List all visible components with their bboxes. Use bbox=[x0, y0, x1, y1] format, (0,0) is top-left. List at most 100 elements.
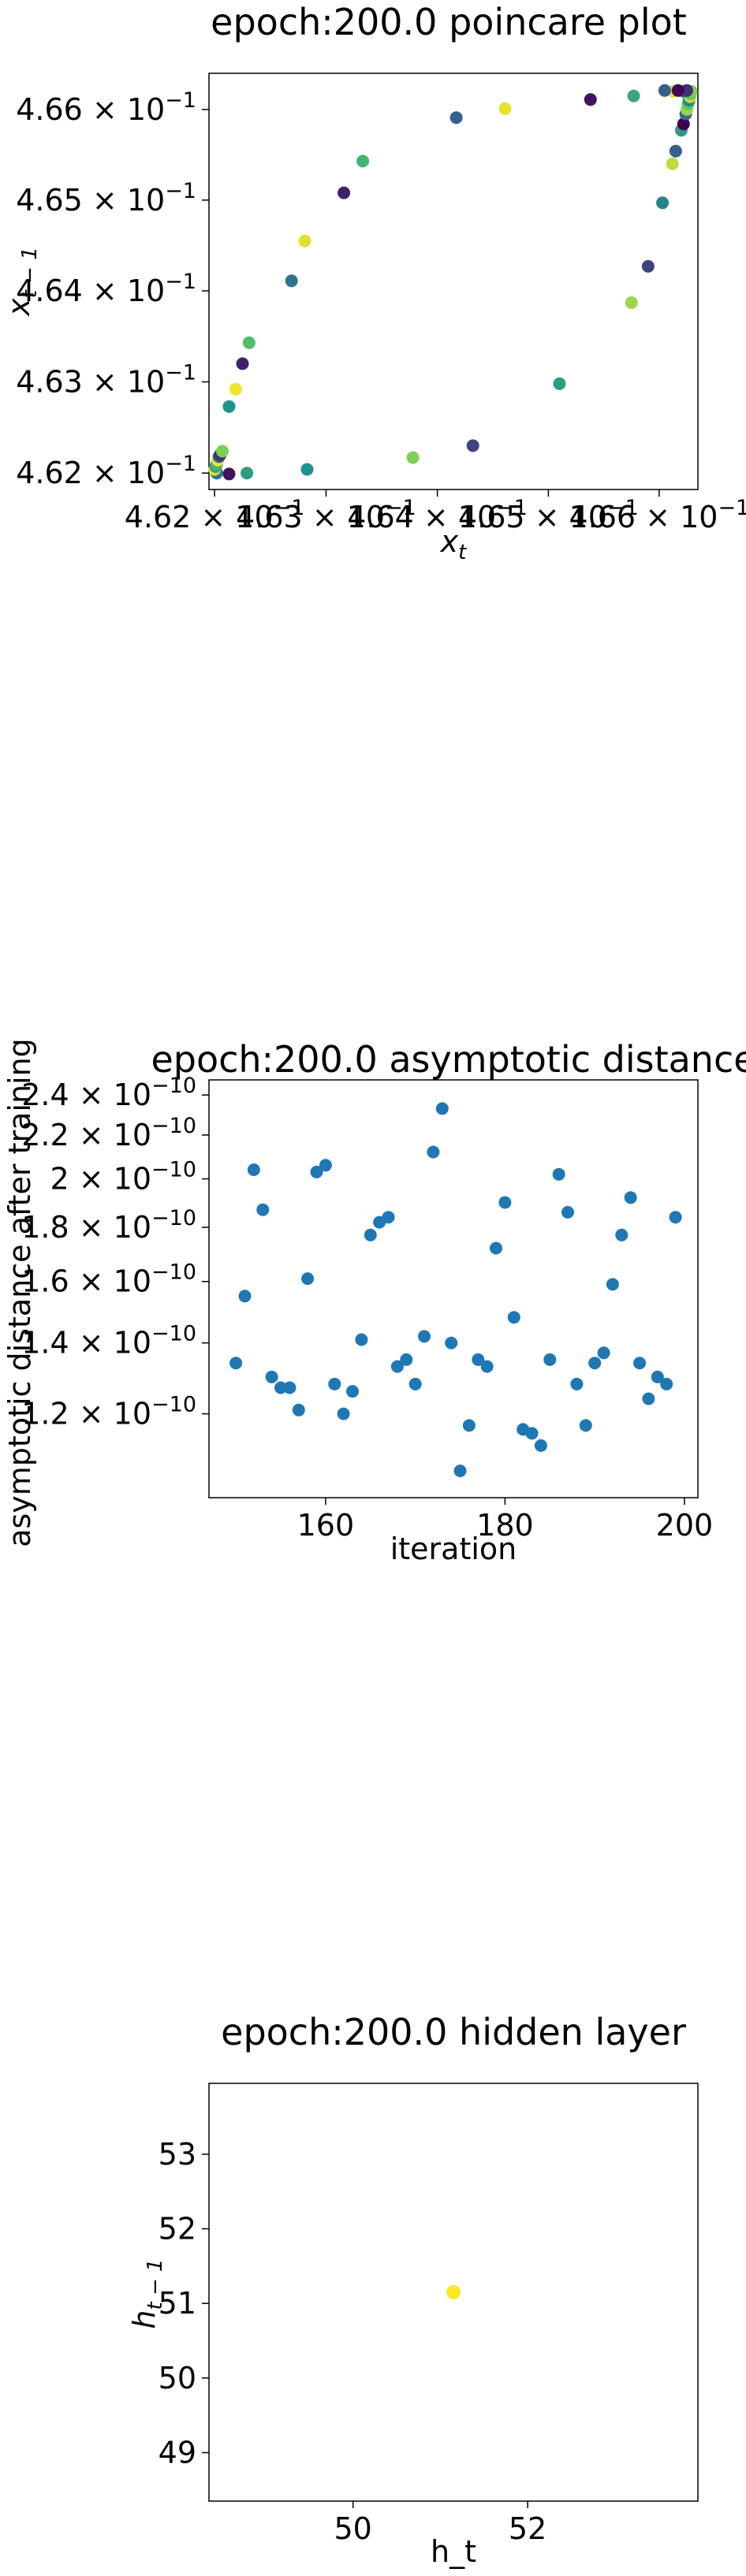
scatter-point bbox=[400, 1353, 413, 1366]
scatter-point bbox=[300, 463, 314, 476]
scatter-point bbox=[507, 1311, 520, 1324]
scatter-point bbox=[525, 1427, 539, 1440]
scatter-point bbox=[446, 2285, 461, 2299]
poincare-plot-chart: epoch:200.0 poincare plot 4.62 × 10−14.6… bbox=[2, 1, 746, 564]
x-tick-label: 4.64 × 10−1 bbox=[347, 496, 528, 534]
scatter-point bbox=[382, 1211, 395, 1224]
y-axis-ticks: 1.2 × 10−10 1.4 × 10−10 1.6 × 10−10 1.8 × 1… bbox=[21, 1074, 209, 1431]
y-tick-label: 49 bbox=[159, 2435, 196, 2470]
y-tick-label: 51 bbox=[159, 2286, 196, 2321]
x-axis-ticks: 4.62 × 10−14.63 × 10−14.64 × 10−14.65 × … bbox=[125, 490, 746, 534]
y-tick-label: 1.2 × 10−10 bbox=[21, 1393, 196, 1431]
scatter-point bbox=[466, 439, 479, 452]
scatter-point bbox=[242, 336, 256, 349]
scatter-point bbox=[338, 186, 351, 199]
y-tick-label: 52 bbox=[159, 2212, 196, 2247]
scatter-point bbox=[265, 1370, 278, 1383]
scatter-point bbox=[660, 1377, 673, 1390]
scatter-point bbox=[641, 259, 655, 273]
x-tick-label: 160 bbox=[297, 1508, 355, 1543]
scatter-point bbox=[561, 1205, 574, 1219]
scatter-point bbox=[579, 1419, 592, 1432]
x-tick-label: 180 bbox=[476, 1508, 534, 1543]
scatter-point bbox=[669, 1211, 682, 1224]
x-axis-label: h_t bbox=[431, 2534, 476, 2569]
y-axis-label: ht − 1 bbox=[127, 2258, 167, 2328]
scatter-point bbox=[229, 1357, 243, 1370]
plot-area-frame bbox=[208, 1079, 699, 1498]
x-tick-label: 200 bbox=[656, 1508, 714, 1543]
scatter-points bbox=[229, 1102, 682, 1477]
scatter-point bbox=[256, 1203, 270, 1216]
scatter-point bbox=[651, 1370, 664, 1383]
scatter-point bbox=[364, 1228, 377, 1241]
scatter-point bbox=[301, 1272, 315, 1286]
scatter-point bbox=[236, 357, 249, 370]
scatter-point bbox=[229, 382, 242, 396]
scatter-point bbox=[615, 1228, 629, 1241]
x-axis-label: iteration bbox=[390, 1532, 517, 1566]
scatter-point bbox=[310, 1165, 323, 1178]
y-axis-ticks: 4.62 × 10−1 4.63 × 10−1 4.64 × 10−1 4.65 × … bbox=[16, 88, 209, 490]
y-axis-ticks: 49 50 51 52 53 bbox=[159, 2137, 209, 2470]
scatter-point bbox=[584, 93, 597, 106]
x-tick-label: 4.63 × 10−1 bbox=[236, 496, 416, 534]
scatter-points bbox=[208, 84, 698, 481]
scatter-point bbox=[328, 1377, 341, 1390]
plot-area-frame bbox=[208, 73, 699, 490]
scatter-point bbox=[624, 1191, 637, 1204]
scatter-point bbox=[222, 400, 236, 413]
y-tick-label: 4.65 × 10−1 bbox=[16, 179, 196, 218]
scatter-point bbox=[656, 196, 670, 210]
scatter-point bbox=[292, 1403, 305, 1416]
y-tick-label: 53 bbox=[159, 2137, 196, 2172]
scatter-point bbox=[216, 445, 229, 458]
scatter-point bbox=[658, 84, 671, 97]
scatter-point bbox=[319, 1159, 332, 1172]
scatter-point bbox=[606, 1278, 619, 1291]
scatter-point bbox=[274, 1381, 287, 1394]
x-axis-label: xt bbox=[440, 524, 468, 564]
y-tick-label: 2.2 × 10−10 bbox=[21, 1114, 196, 1152]
scatter-point bbox=[222, 467, 236, 481]
scatter-point bbox=[346, 1385, 359, 1398]
scatter-point bbox=[642, 1392, 655, 1405]
y-tick-label: 2 × 10−10 bbox=[50, 1158, 196, 1197]
y-tick-label: 1.6 × 10−10 bbox=[21, 1260, 196, 1299]
x-axis-ticks: 160 180 200 bbox=[297, 1498, 714, 1543]
x-tick-label: 4.66 × 10−1 bbox=[569, 496, 746, 534]
scatter-point bbox=[588, 1357, 602, 1370]
y-tick-label: 1.4 × 10−10 bbox=[21, 1322, 196, 1361]
chart-title: epoch:200.0 hidden layer bbox=[221, 2011, 686, 2053]
scatter-point bbox=[356, 154, 370, 168]
scatter-point bbox=[408, 1377, 422, 1390]
chart-title: epoch:200.0 asymptotic distance bbox=[151, 1038, 746, 1081]
scatter-points bbox=[446, 2285, 461, 2299]
scatter-point bbox=[669, 144, 682, 158]
asymptotic-distance-chart: epoch:200.0 asymptotic distance 160 180 20… bbox=[2, 1038, 746, 1566]
y-axis-label: xt − 1 bbox=[2, 247, 42, 317]
scatter-point bbox=[498, 1196, 512, 1209]
y-tick-label: 4.66 × 10−1 bbox=[16, 88, 196, 127]
scatter-point bbox=[445, 1336, 458, 1349]
x-tick-label: 4.65 × 10−1 bbox=[458, 496, 639, 534]
scatter-point bbox=[490, 1241, 502, 1255]
scatter-point bbox=[435, 1102, 449, 1115]
scatter-point bbox=[247, 1163, 260, 1176]
scatter-point bbox=[238, 1290, 252, 1303]
scatter-point bbox=[355, 1333, 368, 1346]
scatter-point bbox=[534, 1439, 547, 1452]
scatter-point bbox=[553, 377, 566, 390]
scatter-point bbox=[462, 1419, 476, 1432]
y-tick-label: 4.63 × 10−1 bbox=[16, 360, 196, 399]
x-axis-ticks: 50 52 bbox=[334, 2501, 546, 2546]
scatter-point bbox=[449, 111, 463, 125]
scatter-point bbox=[418, 1330, 431, 1343]
x-tick-label: 50 bbox=[334, 2511, 371, 2546]
y-tick-label: 4.64 × 10−1 bbox=[16, 270, 196, 308]
y-tick-label: 50 bbox=[159, 2361, 196, 2395]
scatter-point bbox=[283, 1381, 297, 1394]
scatter-point bbox=[406, 451, 420, 464]
scatter-point bbox=[666, 157, 679, 170]
y-tick-label: 1.8 × 10−10 bbox=[21, 1206, 196, 1245]
